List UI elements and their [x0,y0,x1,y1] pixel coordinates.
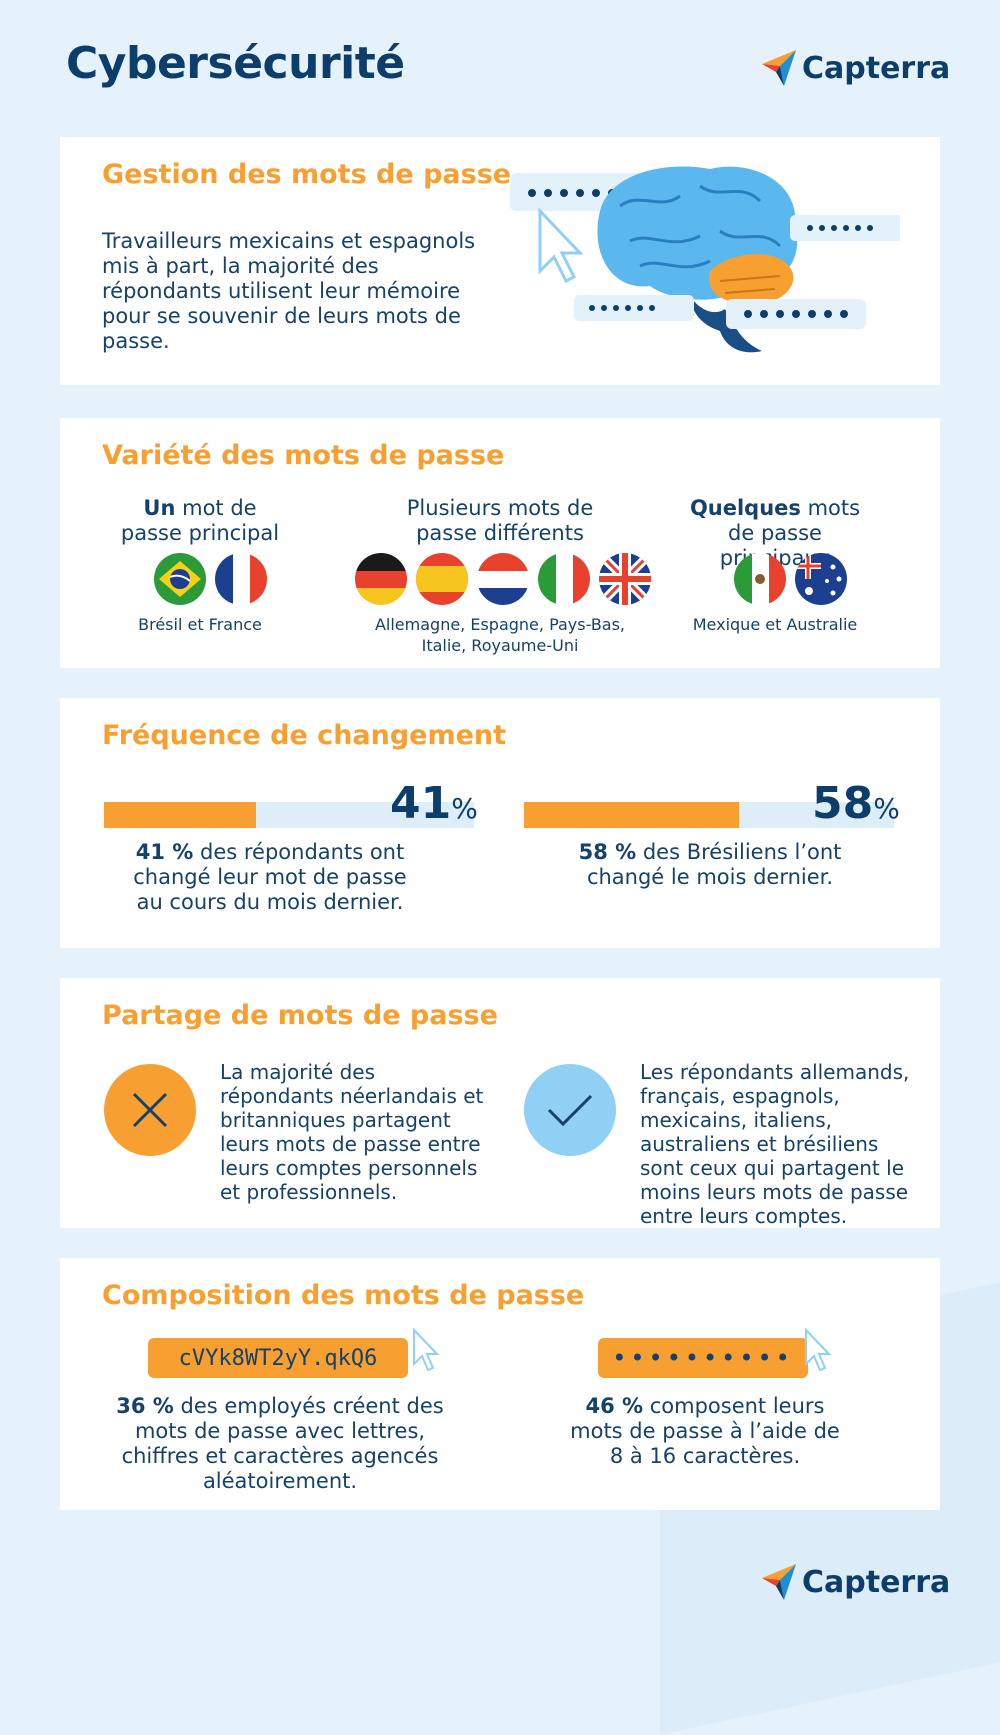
check-icon [524,1064,616,1156]
netherlands-flag-icon [477,553,529,605]
capterra-logo-footer: Capterra [760,1562,950,1602]
germany-flag-icon [355,553,407,605]
page-title: Cybersécurité [66,38,405,89]
capterra-arrow-icon [762,1564,796,1600]
sharing-text-positive: Les répondants allemands, français, espa… [640,1060,910,1228]
password-composition-card: Composition des mots de passe cVYk8WT2yY… [60,1258,940,1510]
progress-bar-fill [104,802,256,828]
change-frequency-card: Fréquence de changement 41% 41 % des rép… [60,698,940,948]
cursor-icon [805,1328,832,1372]
france-flag-icon [215,553,267,605]
variety-group-two-countries: Allemagne, Espagne, Pays-Bas, Italie, Ro… [374,615,626,655]
password-management-card: Gestion des mots de passe Travailleurs m… [60,137,940,385]
composition-caption: 36 % des employés créent des mots de pas… [116,1394,444,1493]
spain-flag-icon [416,553,468,605]
variety-group-two-title: Plusieurs mots de passe différents [406,496,594,545]
progress-bar [104,802,474,828]
variety-group-three-countries: Mexique et Australie [692,615,858,634]
logo-text: Capterra [802,1564,951,1600]
cursor-icon [413,1328,440,1372]
section-heading: Gestion des mots de passe [102,159,512,190]
stat-caption: 41 % des répondants ont changé leur mot … [133,840,407,914]
variety-group-one-title: Un mot de passe principal [120,496,280,545]
password-management-text: Travailleurs mexicains et espagnols mis … [102,229,476,353]
uk-flag-icon [599,553,651,605]
password-sharing-card: Partage de mots de passe La majorité des… [60,978,940,1228]
variety-group-three-flags [734,553,847,605]
masked-password-field: •••••••••• [598,1338,808,1378]
logo-text: Capterra [802,50,951,86]
cross-icon [104,1064,196,1156]
brazil-flag-icon [154,553,206,605]
section-heading: Composition des mots de passe [102,1280,585,1311]
italy-flag-icon [538,553,590,605]
sharing-text-negative: La majorité des répondants néerlandais e… [220,1060,484,1204]
section-heading: Partage de mots de passe [102,1000,498,1031]
capterra-arrow-icon [762,50,796,86]
variety-group-one-countries: Brésil et France [138,615,262,634]
section-heading: Fréquence de changement [102,720,507,751]
password-variety-card: Variété des mots de passe Un mot de pass… [60,418,940,668]
stat-percentage: 41% [390,778,478,829]
mexico-flag-icon [734,553,786,605]
variety-group-one-flags [154,553,267,605]
stat-caption: 58 % des Brésiliens l’ont changé le mois… [578,840,842,889]
brain-illustration [510,166,900,353]
variety-group-two-flags [355,553,651,605]
stat-percentage: 58% [812,778,900,829]
password-example-field: cVYk8WT2yY.qkQ6 [148,1338,408,1378]
capterra-logo: Capterra [760,48,950,88]
progress-bar-fill [524,802,739,828]
progress-bar [524,802,894,828]
composition-caption: 46 % composent leurs mots de passe à l’a… [570,1394,840,1468]
section-heading: Variété des mots de passe [102,440,505,471]
variety-group-three-title: Quelques mots de passe principaux [689,496,861,570]
australia-flag-icon [795,553,847,605]
